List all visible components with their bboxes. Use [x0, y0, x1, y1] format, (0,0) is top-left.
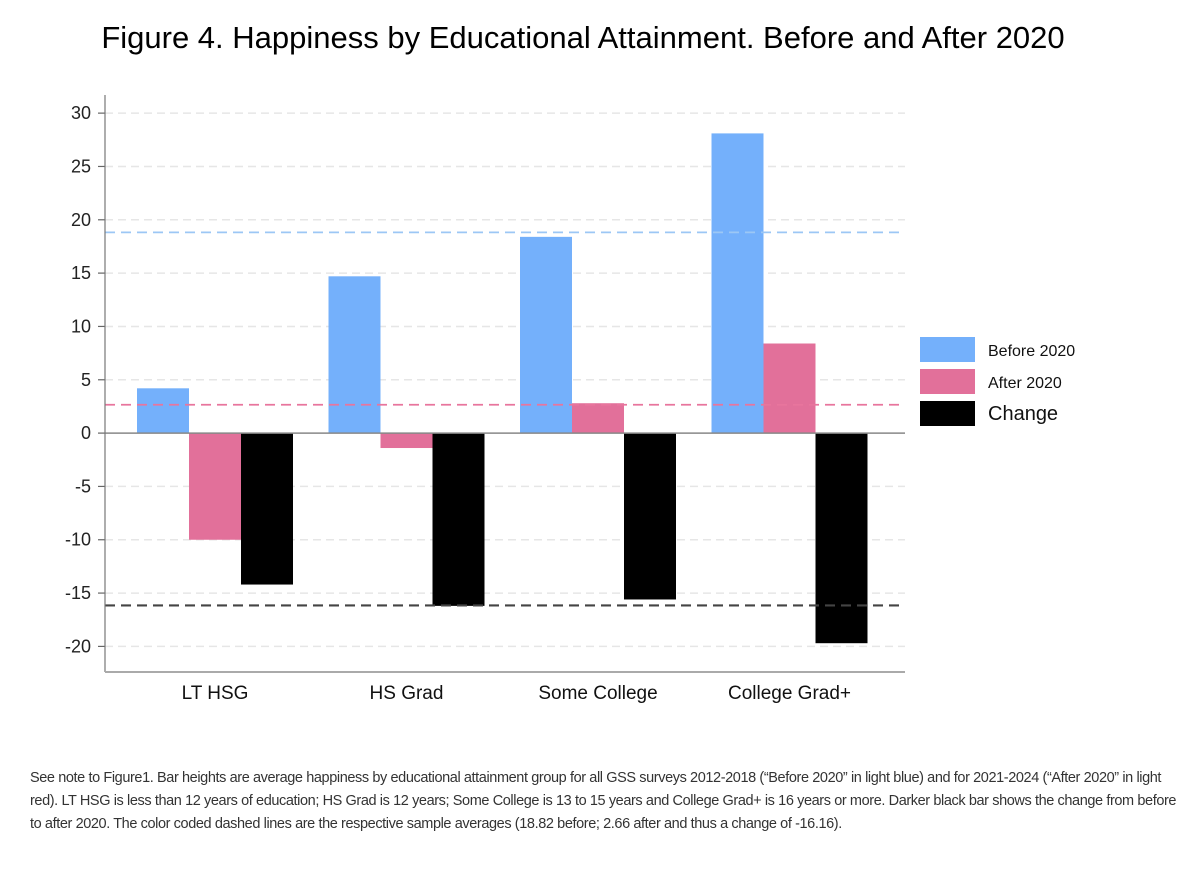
x-category-label: HS Grad — [370, 683, 444, 704]
y-tick-label: 0 — [81, 423, 91, 443]
x-category-label: LT HSG — [182, 683, 249, 704]
chart-title: Figure 4. Happiness by Educational Attai… — [101, 20, 1064, 55]
bar-after-2020 — [572, 403, 624, 434]
bar-before-2020 — [137, 388, 189, 434]
y-tick-label: 15 — [71, 263, 91, 283]
legend-label: Before 2020 — [988, 343, 1075, 360]
bar-change — [624, 433, 676, 600]
legend-swatch — [920, 401, 975, 426]
bar-before-2020 — [711, 133, 764, 434]
bar-change — [432, 433, 485, 606]
figure-note: See note to Figure1. Bar heights are ave… — [30, 770, 1177, 832]
bar-after-2020 — [380, 433, 433, 449]
x-category-label: Some College — [538, 683, 657, 704]
y-tick-label: 30 — [71, 103, 91, 123]
y-tick-label: 10 — [71, 316, 91, 336]
y-tick-label: 25 — [71, 156, 91, 176]
y-tick-label: -10 — [65, 530, 91, 550]
legend-swatch — [920, 369, 975, 394]
bar-change — [815, 433, 868, 644]
y-tick-label: 5 — [81, 370, 91, 390]
y-tick-label: 20 — [71, 210, 91, 230]
bar-before-2020 — [328, 276, 381, 434]
bar-after-2020 — [189, 433, 241, 540]
legend-label: Change — [988, 403, 1058, 425]
bar-before-2020 — [520, 236, 572, 434]
x-category-label: College Grad+ — [728, 683, 851, 704]
y-tick-label: -20 — [65, 636, 91, 656]
y-tick-label: -15 — [65, 583, 91, 603]
bar-after-2020 — [763, 343, 816, 434]
legend-swatch — [920, 337, 975, 362]
y-tick-label: -5 — [75, 476, 91, 496]
legend-label: After 2020 — [988, 375, 1062, 392]
bar-change — [241, 433, 293, 585]
